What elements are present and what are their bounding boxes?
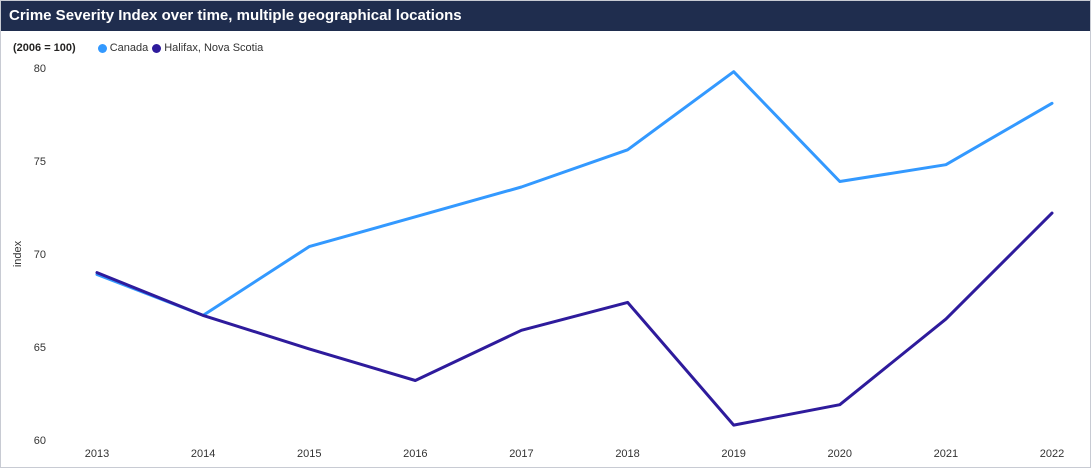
x-tick-label: 2014 — [191, 448, 215, 460]
legend-label-halifax: Halifax, Nova Scotia — [164, 42, 264, 54]
x-tick-label: 2018 — [615, 448, 639, 460]
chart-legend-row: (2006 = 100) Canada Halifax, Nova Scotia — [13, 41, 267, 55]
x-tick-label: 2013 — [85, 448, 109, 460]
x-tick-label: 2020 — [828, 448, 852, 460]
title-bar: Crime Severity Index over time, multiple… — [1, 1, 1090, 31]
x-tick-label: 2022 — [1040, 448, 1064, 460]
x-tick-label: 2021 — [934, 448, 958, 460]
x-tick-label: 2019 — [721, 448, 745, 460]
legend-item-canada[interactable]: Canada — [97, 42, 149, 54]
x-tick-label: 2015 — [297, 448, 321, 460]
x-axis-ticks: 2013 2014 2015 2016 2017 2018 2019 2020 2021 2022 — [85, 448, 1064, 460]
x-tick-label: 2016 — [403, 448, 427, 460]
legend-dot-icon — [97, 43, 107, 53]
y-tick-label: 60 — [34, 435, 46, 447]
legend-dot-icon — [152, 43, 162, 53]
series-lines — [95, 70, 1054, 427]
x-tick-label: 2017 — [509, 448, 533, 460]
unit-label: (2006 = 100) — [13, 42, 76, 54]
y-tick-label: 70 — [34, 249, 46, 261]
series-line-halifax[interactable] — [95, 211, 1054, 427]
y-tick-label: 65 — [34, 342, 46, 354]
legend-label-canada: Canada — [109, 42, 149, 54]
y-axis-ticks: 60 65 70 75 80 — [34, 63, 46, 447]
y-tick-label: 80 — [34, 63, 46, 75]
chart-title: Crime Severity Index over time, multiple… — [9, 7, 462, 24]
y-axis-title: index — [12, 240, 24, 267]
y-tick-label: 75 — [34, 156, 46, 168]
legend-item-halifax[interactable]: Halifax, Nova Scotia — [152, 42, 263, 54]
series-line-canada[interactable] — [95, 70, 1054, 317]
